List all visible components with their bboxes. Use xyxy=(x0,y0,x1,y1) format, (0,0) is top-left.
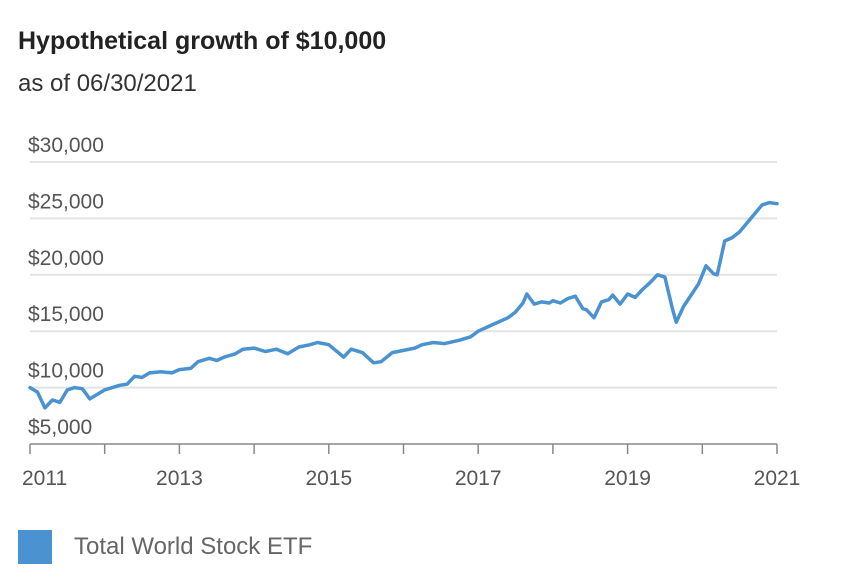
x-tick-label: 2021 xyxy=(754,467,801,490)
x-tick-label: 2011 xyxy=(22,467,67,490)
legend-label: Total World Stock ETF xyxy=(74,533,313,560)
x-tick-label: 2013 xyxy=(156,467,203,490)
series-line-0 xyxy=(28,200,779,410)
x-tick-label: 2015 xyxy=(305,467,352,490)
y-tick-label: $10,000 xyxy=(28,360,104,383)
y-tick-label: $15,000 xyxy=(28,303,104,326)
y-axis-labels: $5,000 $10,000 $15,000 $20,000 $25,000 $30,00… xyxy=(28,134,104,439)
y-tick-label: $20,000 xyxy=(28,247,104,270)
x-axis-labels: 2011 2013 2015 2017 2019 2021 xyxy=(22,467,800,490)
x-tick-label: 2019 xyxy=(604,467,651,490)
legend-swatch xyxy=(18,530,52,564)
chart-subtitle: as of 06/30/2021 xyxy=(18,70,197,97)
y-tick-label: $5,000 xyxy=(28,416,92,439)
line-chart: $5,000 $10,000 $15,000 $20,000 $25,000 $30,00… xyxy=(22,134,800,490)
y-tick-label: $25,000 xyxy=(28,190,104,213)
series-lines xyxy=(28,200,779,410)
legend: Total World Stock ETF xyxy=(18,530,312,564)
y-tick-label: $30,000 xyxy=(28,134,104,157)
x-axis xyxy=(29,443,778,454)
x-tick-label: 2017 xyxy=(455,467,502,490)
gridlines xyxy=(30,161,777,389)
chart-title: Hypothetical growth of $10,000 xyxy=(18,27,387,55)
